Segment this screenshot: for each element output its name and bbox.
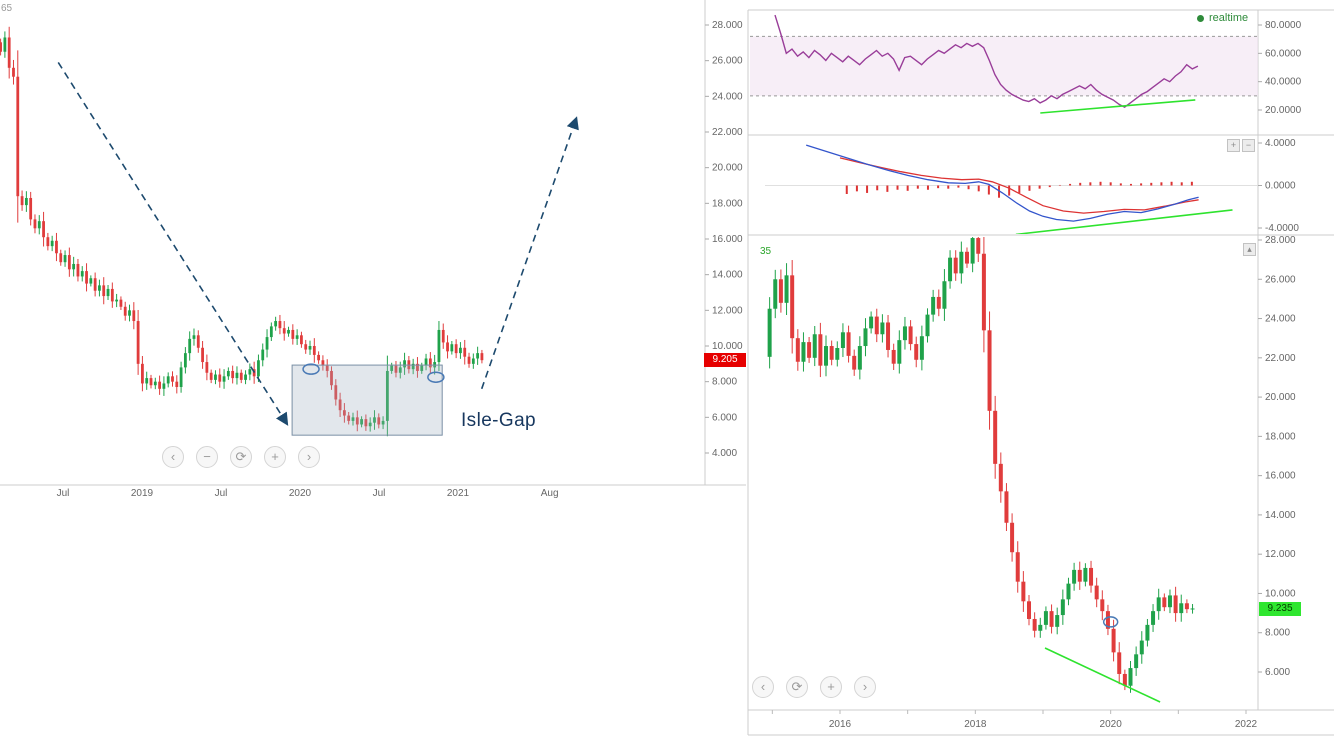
rsi-band bbox=[750, 36, 1258, 96]
zoom-in-button[interactable]: + bbox=[264, 446, 286, 468]
axis-tick-label: -4.0000 bbox=[1265, 223, 1299, 234]
axis-tick-label: 2016 bbox=[829, 719, 852, 730]
axis-tick-label: 24.000 bbox=[712, 91, 743, 102]
pan-right-button[interactable]: › bbox=[298, 446, 320, 468]
axis-tick-label: 60.0000 bbox=[1265, 48, 1302, 59]
realtime-status: realtime bbox=[1197, 12, 1248, 24]
gap-ellipse-marker[interactable] bbox=[427, 371, 445, 383]
axis-tick-label: 2022 bbox=[1235, 719, 1258, 730]
axis-tick-label: 28.000 bbox=[1265, 235, 1296, 246]
gap-ellipse-marker[interactable] bbox=[1102, 616, 1119, 628]
axis-tick-label: 14.000 bbox=[712, 270, 743, 281]
reset-view-button[interactable]: ⟳ bbox=[786, 676, 808, 698]
axis-tick-label: 16.000 bbox=[712, 234, 743, 245]
realtime-label: realtime bbox=[1209, 12, 1249, 24]
axis-tick-label: 28.000 bbox=[712, 20, 743, 31]
pan-right-button[interactable]: › bbox=[854, 676, 876, 698]
right-price-candles[interactable] bbox=[767, 229, 1195, 693]
axis-tick-label: 4.0000 bbox=[1265, 138, 1296, 149]
axis-tick-label: 22.000 bbox=[1265, 353, 1296, 364]
macd-histogram bbox=[845, 181, 1193, 198]
axis-tick-label: 24.000 bbox=[1265, 314, 1296, 325]
left-chart-corner-fragment: 65 bbox=[1, 3, 13, 14]
macd-trendline[interactable] bbox=[1015, 209, 1233, 235]
left-price-candles[interactable] bbox=[0, 26, 484, 437]
axis-tick-label: 40.0000 bbox=[1265, 77, 1302, 88]
arrow-up-annotation[interactable] bbox=[480, 116, 579, 390]
last-price-tag: 9.205 bbox=[704, 353, 746, 367]
axis-tick-label: 2020 bbox=[289, 488, 312, 499]
axis-tick-label: Jul bbox=[57, 488, 70, 499]
last-price-tag: 9.235 bbox=[1259, 602, 1301, 616]
right-chart-corner-fragment: 35 bbox=[760, 246, 772, 257]
axis-tick-label: 14.000 bbox=[1265, 510, 1296, 521]
axis-tick-label: 26.000 bbox=[1265, 274, 1296, 285]
axis-tick-label: 20.0000 bbox=[1265, 105, 1302, 116]
axis-tick-label: 80.0000 bbox=[1265, 20, 1302, 31]
price-trendline[interactable] bbox=[1044, 647, 1161, 703]
axis-tick-label: 2020 bbox=[1100, 719, 1123, 730]
axis-tick-label: 20.000 bbox=[712, 163, 743, 174]
zoom-in-button[interactable]: + bbox=[820, 676, 842, 698]
axis-tick-label: 22.000 bbox=[712, 127, 743, 138]
gap-selection-box[interactable] bbox=[291, 364, 443, 436]
axis-tick-label: 8.000 bbox=[712, 377, 737, 388]
pan-left-button[interactable]: ‹ bbox=[752, 676, 774, 698]
panel-expand-button[interactable]: ▴ bbox=[1243, 243, 1256, 256]
rsi-trendline[interactable] bbox=[1040, 99, 1196, 114]
macd-lines bbox=[806, 144, 1199, 222]
axis-tick-label: 20.000 bbox=[1265, 392, 1296, 403]
axis-tick-label: Jul bbox=[373, 488, 386, 499]
axis-tick-label: 10.000 bbox=[712, 341, 743, 352]
axis-tick-label: 6.000 bbox=[1265, 667, 1290, 678]
axis-tick-label: 0.0000 bbox=[1265, 181, 1296, 192]
realtime-dot-icon bbox=[1197, 14, 1204, 22]
isle-gap-annotation-label[interactable]: Isle-Gap bbox=[461, 410, 537, 431]
reset-view-button[interactable]: ⟳ bbox=[230, 446, 252, 468]
axis-tick-label: 26.000 bbox=[712, 56, 743, 67]
axis-tick-label: 6.000 bbox=[712, 412, 737, 423]
pan-left-button[interactable]: ‹ bbox=[162, 446, 184, 468]
gap-ellipse-marker[interactable] bbox=[302, 363, 320, 375]
axis-tick-label: 2019 bbox=[131, 488, 154, 499]
left-chart-nav-toolbar: ‹ − ⟳ + › bbox=[162, 446, 320, 468]
axis-tick-label: 18.000 bbox=[1265, 431, 1296, 442]
axis-tick-label: Jul bbox=[215, 488, 228, 499]
axis-tick-label: 12.000 bbox=[1265, 549, 1296, 560]
axis-tick-label: 10.000 bbox=[1265, 588, 1296, 599]
axis-tick-label: 16.000 bbox=[1265, 471, 1296, 482]
axis-tick-label: 2018 bbox=[964, 719, 987, 730]
indicator-panel-toolbar: + − bbox=[1227, 139, 1255, 152]
axis-tick-label: 8.000 bbox=[1265, 628, 1290, 639]
axis-tick-label: Aug bbox=[541, 488, 559, 499]
indicator-add-button[interactable]: + bbox=[1227, 139, 1240, 152]
indicator-remove-button[interactable]: − bbox=[1242, 139, 1255, 152]
zoom-out-button[interactable]: − bbox=[196, 446, 218, 468]
axis-tick-label: 4.000 bbox=[712, 448, 737, 459]
axis-tick-label: 18.000 bbox=[712, 198, 743, 209]
arrow-down-annotation[interactable] bbox=[57, 62, 289, 426]
right-chart-nav-toolbar: ‹ ⟳ + › bbox=[752, 676, 876, 698]
axis-tick-label: 12.000 bbox=[712, 305, 743, 316]
axis-tick-label: 2021 bbox=[447, 488, 470, 499]
